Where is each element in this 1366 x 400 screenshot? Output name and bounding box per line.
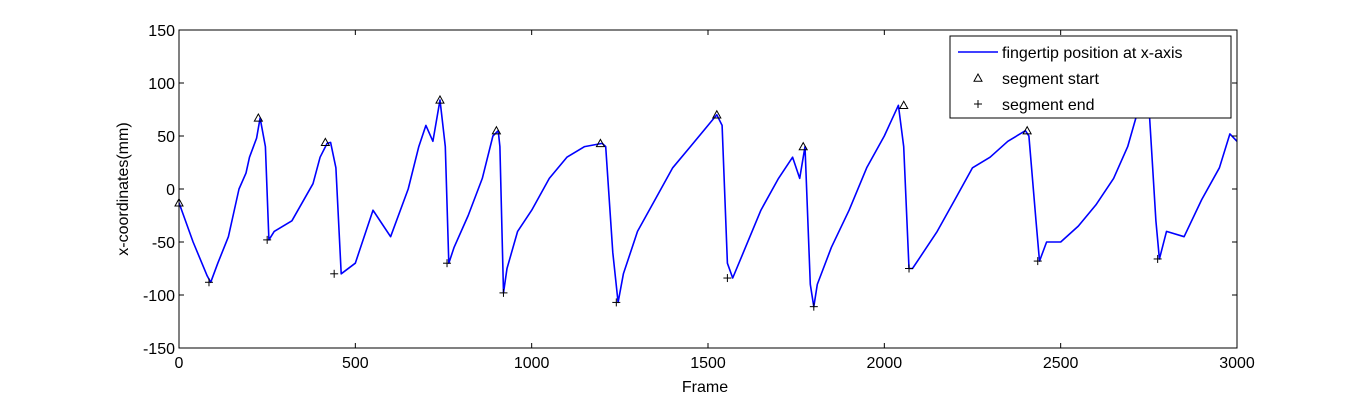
segment-start-marker xyxy=(435,94,445,104)
legend-box xyxy=(949,35,1232,119)
segment-start-marker xyxy=(320,137,331,147)
segment-end-marker xyxy=(330,269,339,278)
x-axis: 0 500 1000 1500 2000 2500 3000 xyxy=(175,30,1255,372)
x-tick-label: 1500 xyxy=(690,355,726,372)
series-layer xyxy=(179,99,1237,308)
series-line-fingertip-position xyxy=(179,99,1237,308)
legend-plus-swatch xyxy=(974,100,982,108)
legend-triangle-swatch xyxy=(973,72,983,82)
x-tick-label: 500 xyxy=(342,355,369,372)
legend-label: fingertip position at x-axis xyxy=(1002,45,1183,62)
segment-start-marker xyxy=(491,125,502,135)
marker-layer xyxy=(174,94,1162,311)
y-tick-label: 100 xyxy=(148,76,175,93)
y-tick-label: -100 xyxy=(143,288,175,305)
segment-end-marker xyxy=(1033,257,1042,266)
segment-start-marker xyxy=(1022,125,1033,135)
y-tick-label: 150 xyxy=(148,23,175,40)
y-axis-label: x-coordinates(mm) xyxy=(115,122,132,255)
legend-label: segment start xyxy=(1002,71,1099,88)
segment-start-marker xyxy=(711,109,722,119)
y-axis: 150 100 50 0 -50 -100 -150 xyxy=(143,23,1237,358)
y-tick-label: 0 xyxy=(166,182,175,199)
legend: fingertip position at x-axis segment star… xyxy=(949,35,1232,119)
y-tick-label: -50 xyxy=(152,235,175,252)
segment-start-marker xyxy=(253,112,264,122)
segment-end-marker xyxy=(499,288,508,297)
legend-label: segment end xyxy=(1002,97,1095,114)
segment-end-marker xyxy=(809,302,818,311)
segment-end-marker xyxy=(723,274,732,283)
x-tick-label: 2000 xyxy=(867,355,903,372)
x-tick-label: 1000 xyxy=(514,355,550,372)
x-tick-label: 0 xyxy=(175,355,184,372)
segment-end-marker xyxy=(1153,254,1162,263)
y-tick-label: 50 xyxy=(157,129,175,146)
segment-start-marker xyxy=(595,138,606,148)
segment-end-marker xyxy=(443,259,452,268)
x-axis-label: Frame xyxy=(682,379,728,396)
segment-end-marker xyxy=(263,235,272,244)
x-tick-label: 3000 xyxy=(1219,355,1255,372)
segment-end-marker xyxy=(612,298,621,307)
y-tick-label: -150 xyxy=(143,341,175,358)
segment-end-marker xyxy=(204,278,213,287)
x-tick-label: 2500 xyxy=(1043,355,1079,372)
segment-start-marker xyxy=(898,100,909,109)
segment-end-marker xyxy=(905,264,914,273)
segment-start-marker xyxy=(798,141,809,151)
